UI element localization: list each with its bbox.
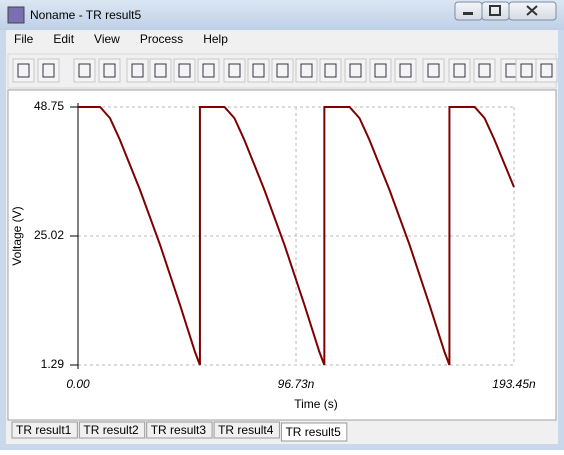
tab[interactable]: TR result4 xyxy=(213,421,280,439)
menu-bar: File Edit View Process Help xyxy=(14,32,228,46)
toolbar-button[interactable] xyxy=(73,58,96,83)
x-tick-label: 96.73n xyxy=(278,377,315,391)
toolbar-icon xyxy=(252,63,265,78)
chart-panel xyxy=(7,89,557,421)
toolbar-icon xyxy=(324,63,337,78)
toolbar-icon xyxy=(178,63,191,78)
x-tick-label: 193.45n xyxy=(492,377,536,391)
toolbar-icon xyxy=(276,63,289,78)
tab[interactable]: TR result5 xyxy=(280,422,348,442)
minimize-button[interactable] xyxy=(454,1,483,21)
toolbar-button[interactable] xyxy=(535,58,558,83)
toolbar-icon xyxy=(202,63,215,78)
toolbar-icon xyxy=(228,63,241,78)
toolbar-button[interactable] xyxy=(173,58,196,83)
menu-item[interactable]: Edit xyxy=(53,32,74,46)
toolbar-button[interactable] xyxy=(126,58,149,83)
plot: 1.29 25.02 48.75 0.00 96.73n 193.45n Time (s) V… xyxy=(10,99,536,411)
toolbar-icon xyxy=(478,63,491,78)
toolbar-button[interactable] xyxy=(197,58,220,83)
tab-background xyxy=(213,421,280,439)
toolbar-icon xyxy=(42,63,55,78)
toolbar-buttons xyxy=(12,58,558,83)
toolbar-icon xyxy=(520,63,533,78)
window-controls xyxy=(454,1,557,21)
tab-label[interactable]: TR result1 xyxy=(16,423,72,437)
y-axis-label: Voltage (V) xyxy=(10,206,24,265)
toolbar-icon xyxy=(540,63,553,78)
toolbar-icon xyxy=(17,63,30,78)
toolbar-button[interactable] xyxy=(223,58,246,83)
toolbar-button[interactable] xyxy=(247,58,270,83)
toolbar-icon xyxy=(300,63,313,78)
menu-item[interactable]: File xyxy=(14,32,34,46)
toolbar-icon xyxy=(399,63,412,78)
tab-background xyxy=(78,421,146,439)
y-tick-label: 48.75 xyxy=(34,99,64,113)
toolbar-icon xyxy=(349,63,362,78)
toolbar-icon xyxy=(103,63,116,78)
toolbar-icon xyxy=(154,63,167,78)
tab-bar: TR result1 TR result2 TR result3 TR result4… xyxy=(11,421,348,442)
tab-label[interactable]: TR result4 xyxy=(218,423,274,437)
toolbar-button[interactable] xyxy=(12,58,35,83)
tab-label[interactable]: TR result5 xyxy=(285,425,341,439)
y-tick-label: 1.29 xyxy=(41,357,65,371)
close-icon xyxy=(526,5,538,16)
toolbar-icon xyxy=(427,63,440,78)
toolbar-button[interactable] xyxy=(448,58,471,83)
toolbar-icon xyxy=(374,63,387,78)
tab[interactable]: TR result1 xyxy=(11,421,78,439)
toolbar-button[interactable] xyxy=(37,58,60,83)
tab-label[interactable]: TR result3 xyxy=(151,423,207,437)
toolbar-button[interactable] xyxy=(394,58,417,83)
toolbar-button[interactable] xyxy=(319,58,342,83)
tab-label[interactable]: TR result2 xyxy=(83,423,139,437)
menu-item[interactable]: Help xyxy=(203,32,228,46)
menu-item[interactable]: Process xyxy=(140,32,183,46)
toolbar-button[interactable] xyxy=(422,58,445,83)
toolbar-button[interactable] xyxy=(149,58,172,83)
window-title: Noname - TR result5 xyxy=(30,8,141,22)
maximize-icon xyxy=(489,5,501,16)
y-tick-label: 25.02 xyxy=(34,228,64,242)
toolbar-button[interactable] xyxy=(295,58,318,83)
toolbar-button[interactable] xyxy=(271,58,294,83)
toolbar-button[interactable] xyxy=(473,58,496,83)
x-tick-label: 0.00 xyxy=(66,377,90,391)
app-icon xyxy=(7,6,25,24)
toolbar-icon xyxy=(78,63,91,78)
menu-item[interactable]: View xyxy=(94,32,120,46)
toolbar-button[interactable] xyxy=(98,58,121,83)
tab-background xyxy=(280,422,348,442)
maximize-button[interactable] xyxy=(481,1,510,21)
tab[interactable]: TR result2 xyxy=(78,421,146,439)
tab-background xyxy=(11,421,78,439)
series-line xyxy=(78,106,515,366)
toolbar-button[interactable] xyxy=(515,58,538,83)
tab-background xyxy=(146,421,213,439)
minimize-icon xyxy=(463,12,473,15)
toolbar-icon xyxy=(131,63,144,78)
x-axis-label: Time (s) xyxy=(294,397,338,411)
toolbar-button[interactable] xyxy=(369,58,392,83)
tab[interactable]: TR result3 xyxy=(146,421,213,439)
toolbar-button[interactable] xyxy=(344,58,367,83)
toolbar-icon xyxy=(453,63,466,78)
